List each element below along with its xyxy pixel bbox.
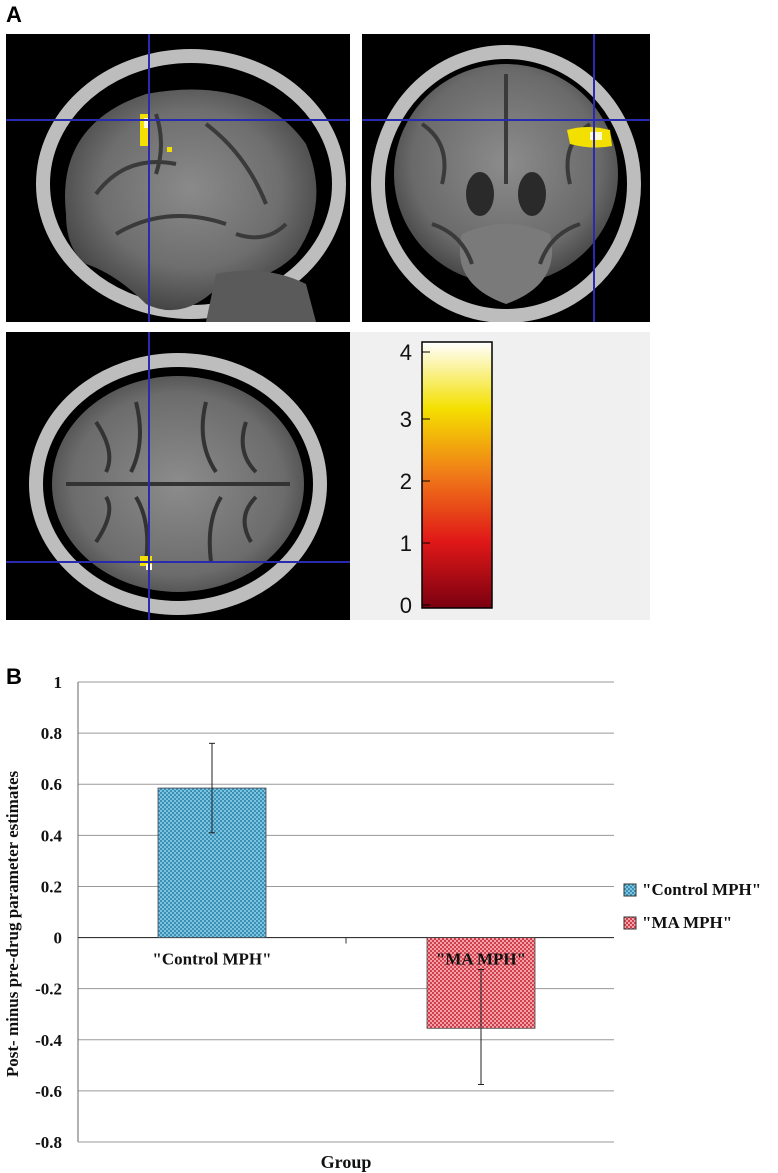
- y-axis-title: Post- minus pre-drug parameter estimates: [3, 770, 22, 1077]
- y-tick-label: 0: [54, 929, 63, 948]
- y-tick-label: 1: [54, 673, 63, 692]
- category-label-1: "MA MPH": [436, 950, 526, 969]
- y-tick-label: 0.8: [41, 724, 62, 743]
- legend-label-1: "MA MPH": [642, 913, 732, 932]
- colorbar-tick-4: 4: [399, 340, 412, 365]
- legend-swatch-0: [623, 883, 637, 897]
- colorbar-gradient: [421, 341, 493, 609]
- colorbar-tick-0: 0: [399, 593, 412, 618]
- legend-swatch-1: [623, 916, 637, 930]
- y-tick-label: -0.8: [35, 1133, 62, 1152]
- y-tick-label: -0.4: [35, 1031, 62, 1050]
- category-label-0: "Control MPH": [152, 950, 271, 969]
- bar-chart: 1 0.8 0.6 0.4 0.2 0 -0.2 -0.4 -0.6 -0.8 "Control M…: [3, 673, 761, 1172]
- axial-brain-slice: [6, 332, 350, 620]
- x-axis-title: Group: [321, 1152, 372, 1172]
- colorbar-tick-2: 2: [399, 469, 412, 494]
- panel-a-label: A: [6, 2, 22, 27]
- sagittal-brain-slice: [6, 34, 350, 322]
- y-tick-label: 0.4: [41, 826, 63, 845]
- y-tick-label: 0.6: [41, 775, 62, 794]
- y-tick-label: -0.6: [35, 1082, 62, 1101]
- y-tick-label: -0.2: [35, 980, 62, 999]
- colorbar-panel: 4 3 2 1 0: [350, 332, 650, 620]
- legend-label-0: "Control MPH": [642, 880, 761, 899]
- y-tick-label: 0.2: [41, 877, 62, 896]
- colorbar-tick-3: 3: [399, 407, 412, 432]
- panel-b-label: B: [6, 664, 22, 689]
- coronal-brain-slice: [362, 34, 650, 322]
- colorbar-tick-1: 1: [399, 531, 412, 556]
